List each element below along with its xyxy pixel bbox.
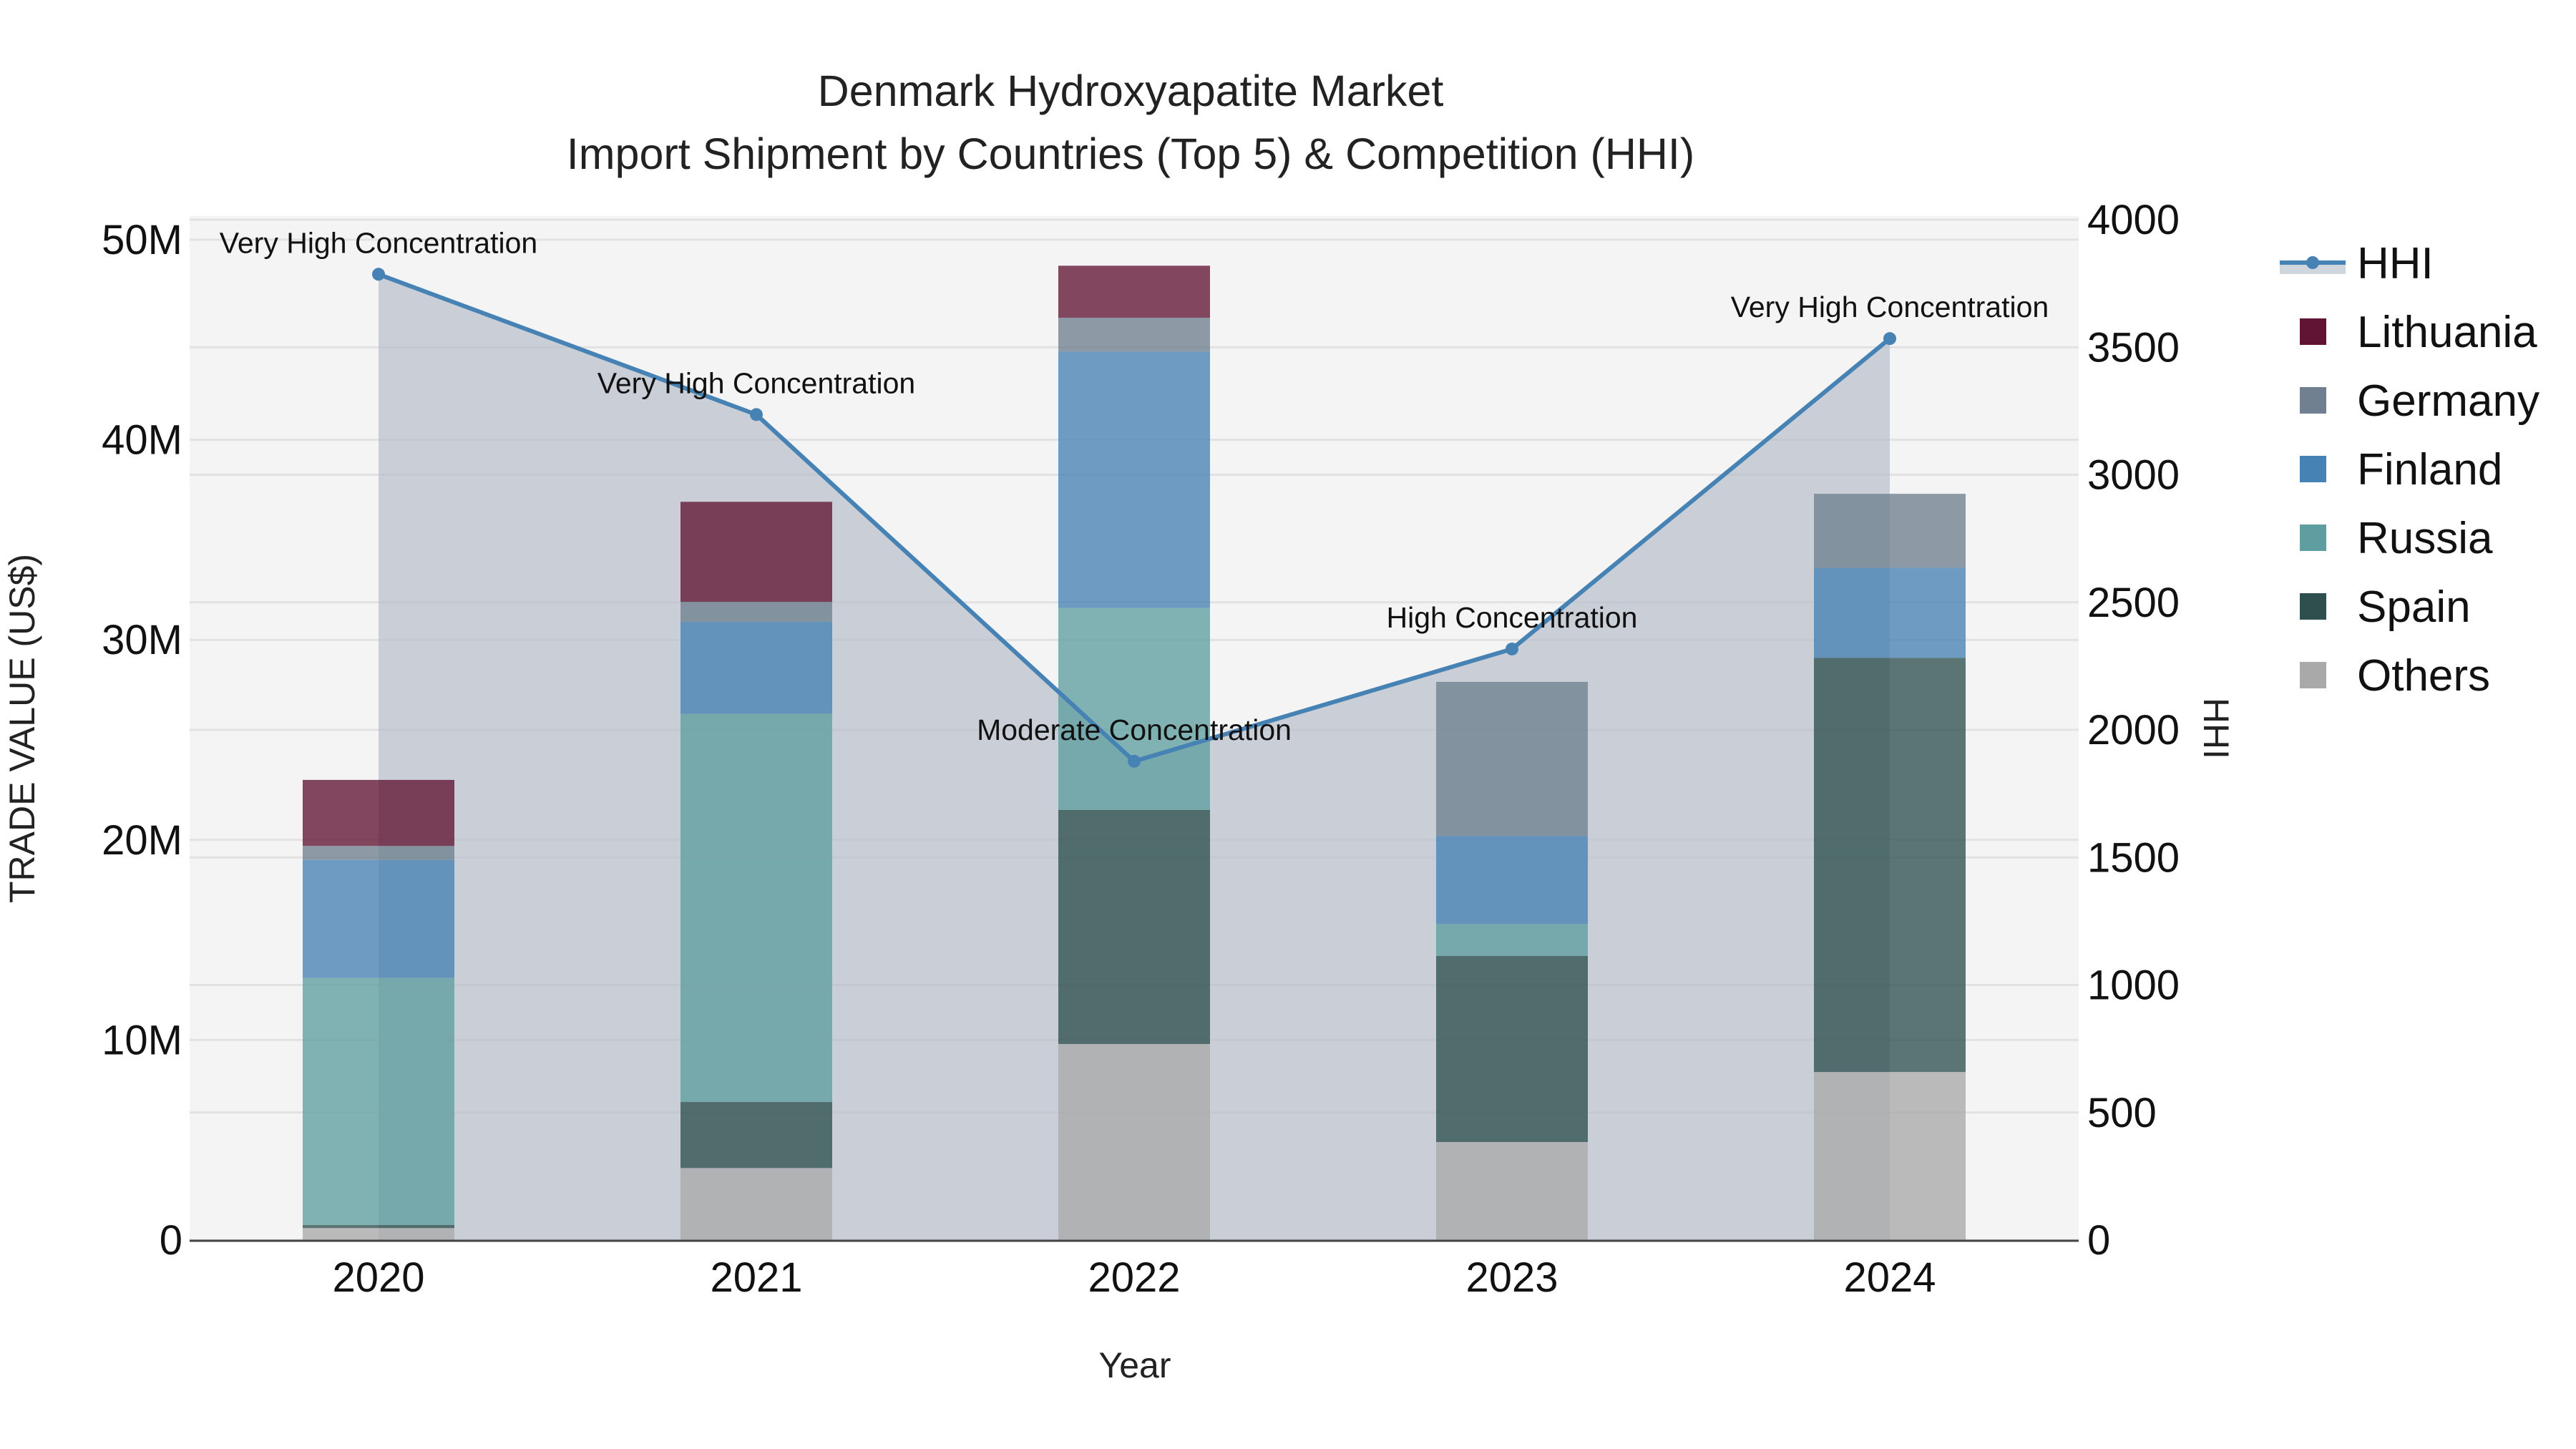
chart-title-line1: Denmark Hydroxyapatite Market <box>818 67 1444 115</box>
y-right-tick-label: 2500 <box>2087 580 2180 626</box>
hhi-line <box>372 268 1896 768</box>
hhi-annotation: Very High Concentration <box>597 366 915 399</box>
legend-item-spain: Spain <box>2300 582 2471 632</box>
y-right-tick-label: 1000 <box>2087 962 2180 1009</box>
hhi-marker <box>1128 754 1141 768</box>
hhi-annotation: Very High Concentration <box>220 226 537 259</box>
bar-segment-others <box>303 1228 454 1240</box>
x-tick-label: 2022 <box>1088 1254 1180 1301</box>
hhi-annotations: Very High Concentration Very High Concent… <box>220 226 2049 746</box>
legend-item-germany: Germany <box>2300 376 2540 426</box>
legend-item-finland: Finland <box>2300 445 2502 494</box>
y-right-tick-label: 2000 <box>2087 707 2180 753</box>
x-tick-label: 2020 <box>332 1254 424 1301</box>
bar-stack-2024 <box>1814 494 1966 1240</box>
legend-item-hhi: HHI <box>2280 239 2434 288</box>
bar-stack-2020 <box>303 779 454 1240</box>
y-right-tick-label: 500 <box>2087 1090 2157 1136</box>
y-axis-left-ticks: 0 10M 20M 30M 40M 50M <box>102 217 182 1264</box>
bar-segment-others <box>680 1168 832 1240</box>
legend-swatch-icon <box>2300 593 2326 620</box>
legend-item-russia: Russia <box>2300 514 2493 563</box>
bar-segment-others <box>1058 1043 1210 1240</box>
hhi-marker <box>372 268 385 281</box>
bar-segment-finland <box>303 859 454 978</box>
y-left-tick-label: 20M <box>102 817 182 864</box>
legend-label: Russia <box>2357 514 2493 563</box>
bar-stack-2023 <box>1436 681 1588 1240</box>
x-axis-title: Year <box>1098 1345 1171 1385</box>
bar-segment-russia <box>680 713 832 1103</box>
hhi-annotation: Very High Concentration <box>1731 291 2049 323</box>
bar-segment-spain <box>1814 658 1966 1073</box>
y-right-tick-label: 3500 <box>2087 324 2180 371</box>
bar-segment-lithuania <box>680 502 832 602</box>
legend-label: Germany <box>2357 376 2540 426</box>
bar-segment-others <box>1814 1072 1966 1240</box>
bar-segment-germany <box>680 602 832 623</box>
legend-item-lithuania: Lithuania <box>2300 308 2537 357</box>
bar-segment-spain <box>303 1225 454 1229</box>
x-axis-ticks: 2020 2021 2022 2023 2024 <box>332 1254 1936 1301</box>
bar-segment-spain <box>1436 955 1588 1142</box>
bar-segment-spain <box>1058 809 1210 1044</box>
bar-segment-spain <box>680 1102 832 1169</box>
y-right-tick-label: 0 <box>2087 1217 2110 1264</box>
hhi-annotation: Moderate Concentration <box>977 713 1292 746</box>
bar-stacks <box>303 265 1966 1240</box>
y-right-tick-label: 4000 <box>2087 197 2180 243</box>
hhi-marker <box>1506 642 1518 655</box>
bar-stack-2022 <box>1058 265 1210 1240</box>
legend-swatch-icon <box>2300 387 2326 414</box>
bar-segment-finland <box>1814 567 1966 658</box>
legend-label: Others <box>2357 651 2490 701</box>
legend-label: Spain <box>2357 582 2471 632</box>
y-left-tick-label: 40M <box>102 417 182 464</box>
bar-segment-finland <box>1058 351 1210 608</box>
bar-segment-lithuania <box>303 779 454 847</box>
bar-segment-russia <box>1058 608 1210 810</box>
bar-segment-germany <box>1436 681 1588 836</box>
bar-segment-finland <box>1436 836 1588 924</box>
bar-segment-others <box>1436 1141 1588 1240</box>
hhi-marker <box>750 408 763 421</box>
legend-swatch-icon <box>2300 318 2326 345</box>
legend: HHI Lithuania Germany Finland Russia Spain Oth… <box>2280 239 2540 701</box>
y-right-tick-label: 1500 <box>2087 834 2180 881</box>
legend-label: Lithuania <box>2357 308 2537 357</box>
y-left-tick-label: 30M <box>102 617 182 663</box>
legend-marker-icon <box>2306 256 2319 269</box>
hhi-annotation: High Concentration <box>1387 601 1638 634</box>
bar-segment-germany <box>303 846 454 860</box>
legend-swatch-icon <box>2300 525 2326 551</box>
bar-segment-lithuania <box>1058 265 1210 318</box>
y-left-tick-label: 10M <box>102 1017 182 1063</box>
x-tick-label: 2021 <box>710 1254 802 1301</box>
bar-segment-finland <box>680 622 832 714</box>
legend-label: HHI <box>2357 239 2434 288</box>
legend-swatch-icon <box>2300 662 2326 688</box>
legend-swatch-icon <box>2300 456 2326 482</box>
y-axis-left-title: TRADE VALUE (US$) <box>2 554 42 903</box>
bar-segment-russia <box>1436 924 1588 956</box>
bar-segment-russia <box>303 977 454 1226</box>
bar-segment-germany <box>1058 318 1210 352</box>
hhi-marker <box>1883 332 1896 346</box>
legend-item-others: Others <box>2300 651 2490 701</box>
chart-title-line2: Import Shipment by Countries (Top 5) & C… <box>567 130 1694 178</box>
y-axis-right-title: HHI <box>2196 698 2236 759</box>
bar-segment-germany <box>1814 494 1966 568</box>
bar-stack-2021 <box>680 502 832 1240</box>
x-tick-label: 2023 <box>1465 1254 1558 1301</box>
y-axis-right-ticks: 0 500 1000 1500 2000 2500 3000 3500 4000 <box>2087 197 2180 1264</box>
legend-label: Finland <box>2357 445 2502 494</box>
x-tick-label: 2024 <box>1843 1254 1936 1301</box>
y-right-tick-label: 3000 <box>2087 452 2180 499</box>
y-left-tick-label: 50M <box>102 217 182 263</box>
y-left-tick-label: 0 <box>160 1217 182 1264</box>
